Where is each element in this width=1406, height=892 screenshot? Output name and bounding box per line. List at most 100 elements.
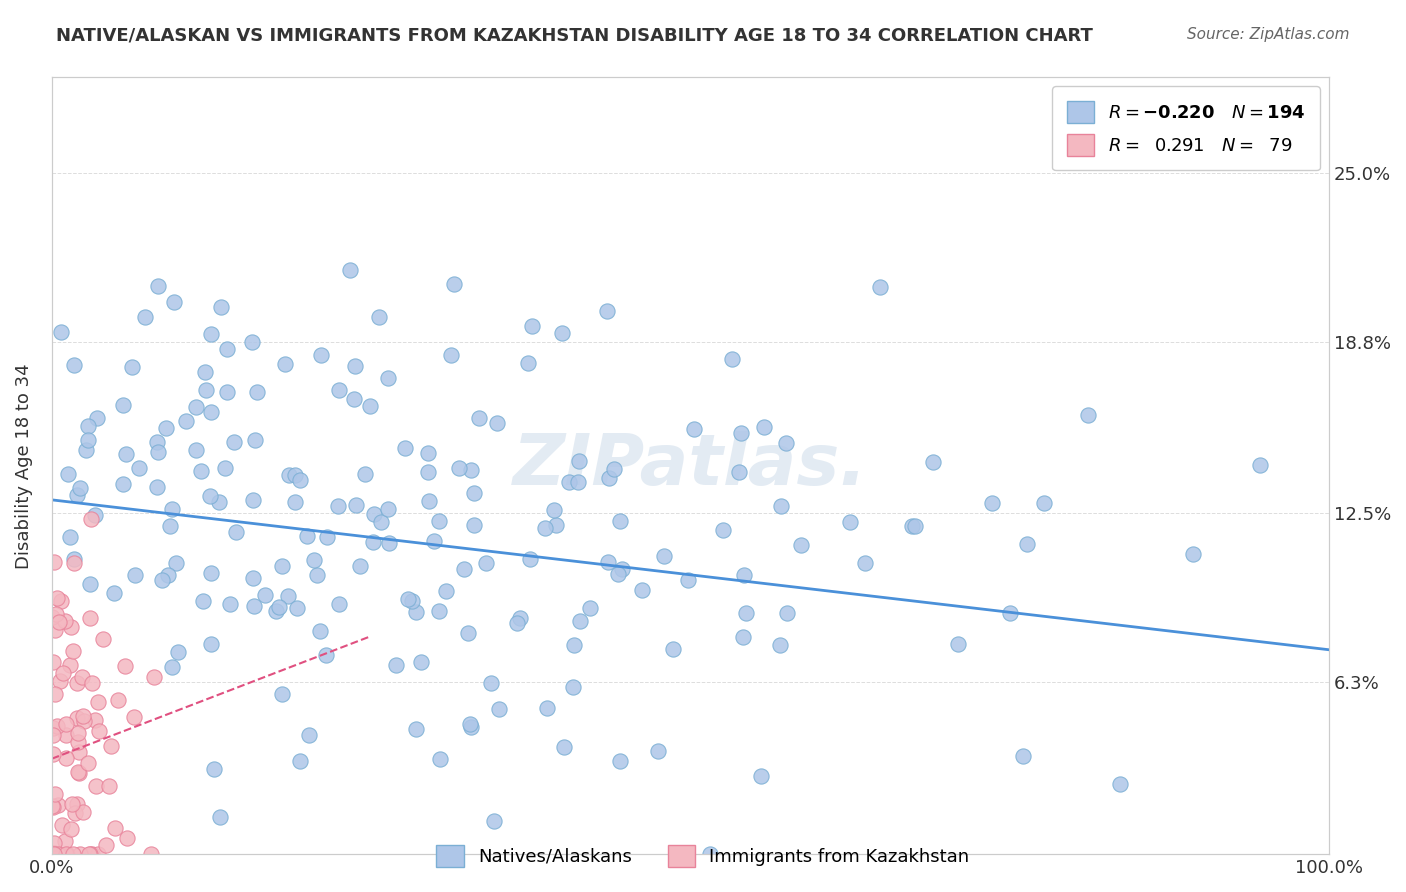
Point: [607, 567, 630, 582]
Point: [103, 586, 125, 600]
Point: [56, 847, 79, 862]
Point: [363, 507, 385, 521]
Point: [676, 573, 699, 587]
Point: [427, 514, 450, 528]
Point: [733, 568, 755, 582]
Point: [377, 371, 399, 385]
Point: [41, 729, 63, 743]
Point: [76, 756, 98, 770]
Text: NATIVE/ALASKAN VS IMMIGRANTS FROM KAZAKHSTAN DISABILITY AGE 18 TO 34 CORRELATION: NATIVE/ALASKAN VS IMMIGRANTS FROM KAZAKH…: [56, 27, 1092, 45]
Point: [721, 352, 744, 367]
Point: [100, 739, 122, 753]
Point: [115, 447, 138, 461]
Point: [838, 515, 860, 529]
Point: [55, 847, 77, 862]
Point: [46, 591, 69, 605]
Point: [66, 676, 89, 690]
Point: [69, 482, 91, 496]
Point: [427, 604, 450, 618]
Point: [42, 847, 65, 861]
Point: [683, 422, 706, 436]
Point: [44, 787, 66, 801]
Point: [270, 559, 292, 574]
Point: [561, 680, 583, 694]
Point: [72, 709, 94, 723]
Point: [536, 701, 558, 715]
Point: [596, 303, 619, 318]
Point: [150, 574, 173, 588]
Point: [328, 499, 350, 513]
Point: [315, 648, 337, 662]
Point: [567, 475, 589, 490]
Point: [67, 766, 90, 780]
Point: [579, 601, 602, 615]
Point: [148, 444, 170, 458]
Point: [51, 594, 73, 608]
Legend: $R = \mathbf{-0.220}$   $N = \mathbf{194}$, $R = \ \ 0.291$   $N = \ \ 79$: $R = \mathbf{-0.220}$ $N = \mathbf{194}$…: [1052, 87, 1320, 170]
Point: [146, 480, 169, 494]
Point: [328, 383, 350, 397]
Point: [486, 417, 509, 431]
Point: [434, 583, 457, 598]
Point: [790, 538, 813, 552]
Point: [162, 660, 184, 674]
Point: [139, 847, 162, 862]
Point: [184, 443, 207, 458]
Point: [63, 551, 86, 566]
Point: [77, 419, 100, 434]
Text: Source: ZipAtlas.com: Source: ZipAtlas.com: [1187, 27, 1350, 42]
Point: [457, 626, 479, 640]
Point: [305, 568, 328, 582]
Point: [42, 721, 65, 735]
Point: [128, 461, 150, 475]
Point: [53, 614, 76, 628]
Point: [142, 670, 165, 684]
Point: [568, 454, 591, 468]
Text: ZIPatlas.: ZIPatlas.: [513, 432, 868, 500]
Point: [754, 419, 776, 434]
Point: [69, 847, 91, 862]
Point: [295, 528, 318, 542]
Point: [79, 577, 101, 591]
Point: [359, 400, 381, 414]
Point: [44, 687, 66, 701]
Point: [82, 675, 104, 690]
Point: [1000, 606, 1022, 620]
Point: [405, 605, 427, 619]
Point: [416, 465, 439, 479]
Point: [55, 750, 77, 764]
Point: [62, 359, 84, 373]
Point: [1181, 547, 1204, 561]
Point: [209, 810, 232, 824]
Point: [55, 728, 77, 742]
Point: [59, 529, 82, 543]
Point: [208, 494, 231, 508]
Point: [46, 847, 69, 862]
Point: [349, 559, 371, 574]
Point: [610, 562, 633, 576]
Point: [288, 754, 311, 768]
Point: [603, 462, 626, 476]
Point: [146, 435, 169, 450]
Point: [285, 601, 308, 615]
Point: [463, 486, 485, 500]
Point: [114, 659, 136, 673]
Point: [463, 518, 485, 533]
Point: [519, 552, 541, 566]
Point: [453, 562, 475, 576]
Point: [405, 723, 427, 737]
Point: [146, 278, 169, 293]
Point: [121, 359, 143, 374]
Point: [652, 549, 675, 563]
Point: [304, 553, 326, 567]
Point: [79, 611, 101, 625]
Point: [186, 400, 208, 414]
Point: [107, 693, 129, 707]
Point: [46, 797, 69, 812]
Point: [77, 433, 100, 447]
Point: [200, 489, 222, 503]
Legend: Natives/Alaskans, Immigrants from Kazakhstan: Natives/Alaskans, Immigrants from Kazakh…: [429, 838, 977, 874]
Point: [506, 615, 529, 630]
Point: [749, 769, 772, 783]
Point: [194, 383, 217, 397]
